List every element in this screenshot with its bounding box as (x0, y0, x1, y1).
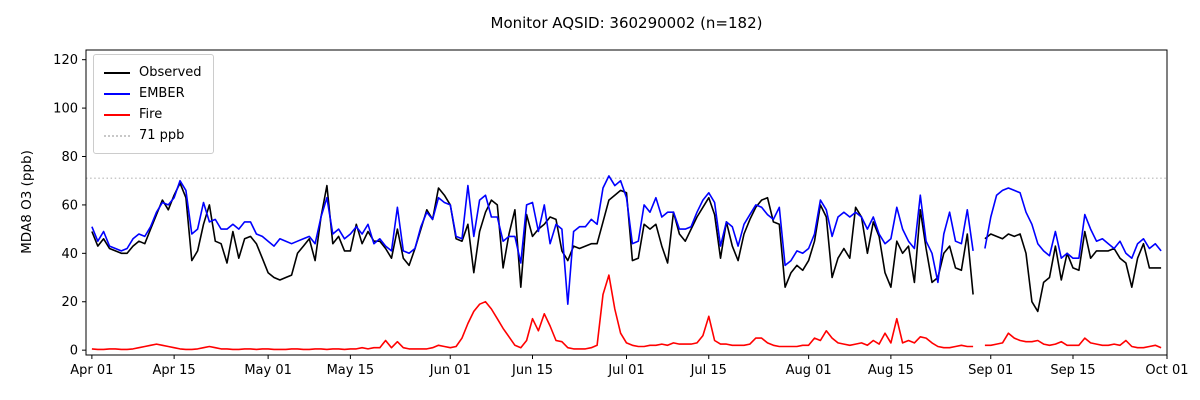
x-tick-label: Jun 01 (429, 363, 471, 378)
legend-line-sample (104, 113, 130, 116)
legend-line-sample (104, 134, 130, 137)
legend-item-observed: Observed (104, 62, 202, 83)
series-fire-line (91, 274, 1162, 351)
legend-item-71-ppb: 71 ppb (104, 125, 202, 146)
x-tick-label: Aug 01 (786, 363, 832, 378)
legend-item-ember: EMBER (104, 83, 202, 104)
legend-label: 71 ppb (139, 128, 185, 143)
legend-label: Fire (139, 107, 163, 122)
y-tick-label: 120 (53, 53, 78, 68)
y-tick-label: 40 (61, 247, 78, 262)
legend-line-sample (104, 71, 130, 74)
x-tick-label: Jun 15 (511, 363, 553, 378)
y-tick-label: 100 (53, 102, 78, 117)
x-tick-label: May 01 (244, 363, 292, 378)
x-tick-label: Apr 01 (70, 363, 113, 378)
x-tick-label: Jul 01 (607, 363, 644, 378)
x-tick-label: Sep 15 (1050, 363, 1095, 378)
x-tick-label: Aug 15 (868, 363, 914, 378)
legend-label: Observed (139, 65, 202, 80)
x-tick-label: Jul 15 (690, 363, 727, 378)
chart-legend: Observed EMBER Fire 71 ppb (93, 54, 214, 154)
x-tick-label: Sep 01 (968, 363, 1013, 378)
x-tick-label: Oct 01 (1145, 363, 1188, 378)
y-tick-label: 20 (61, 295, 78, 310)
x-tick-label: Apr 15 (153, 363, 196, 378)
x-tick-label: May 15 (327, 363, 375, 378)
y-tick-label: 60 (61, 198, 78, 213)
series-observed-line (91, 182, 1162, 313)
legend-item-fire: Fire (104, 104, 202, 125)
legend-line-sample (104, 92, 130, 95)
chart-title: Monitor AQSID: 360290002 (n=182) (490, 14, 763, 32)
y-tick-label: 80 (61, 150, 78, 165)
legend-label: EMBER (139, 86, 185, 101)
y-tick-label: 0 (70, 344, 78, 359)
series-ember-line (91, 175, 1162, 305)
